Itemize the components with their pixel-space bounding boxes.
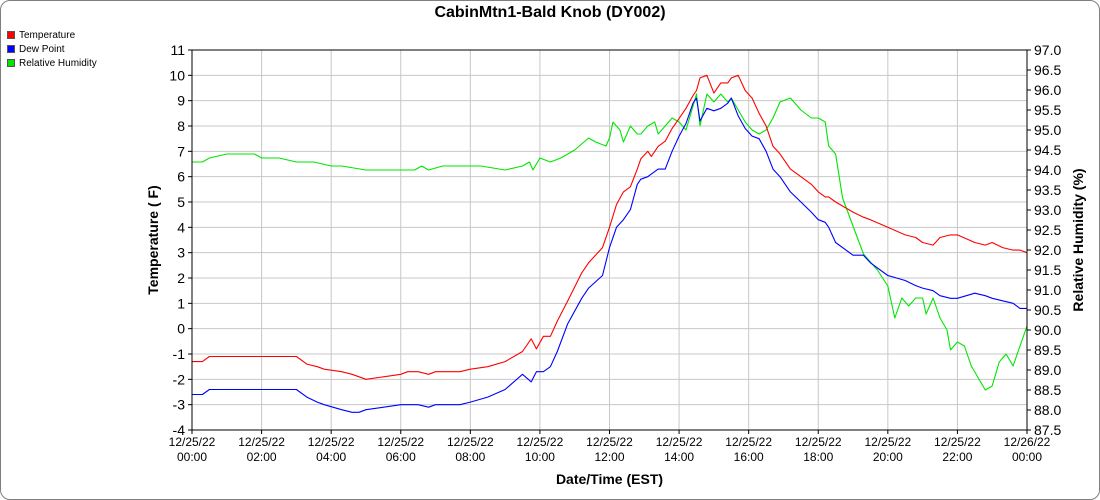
left-tick-label: 7 [177,143,185,159]
x-tick-date: 12/25/22 [795,435,842,449]
chart-grid [191,49,1028,431]
x-tick-time: 18:00 [803,450,833,464]
x-tick-time: 04:00 [316,450,346,464]
right-tick-label: 92.5 [1034,222,1061,238]
x-tick-date: 12/25/22 [656,435,703,449]
x-tick-time: 00:00 [1012,450,1042,464]
left-tick-label: 4 [177,219,185,235]
left-tick-label: 11 [170,42,185,58]
x-axis-label: Date/Time (EST) [556,471,663,487]
x-tick-date: 12/25/22 [447,435,494,449]
x-tick-time: 12:00 [594,450,624,464]
right-tick-label: 96.0 [1034,82,1061,98]
x-tick-date: 12/26/22 [1004,435,1051,449]
x-tick-date: 12/25/22 [586,435,633,449]
right-tick-label: 96.5 [1034,62,1061,78]
right-tick-label: 95.5 [1034,102,1061,118]
x-tick-date: 12/25/22 [308,435,355,449]
legend-swatch-relative-humidity [7,59,15,67]
left-tick-label: 2 [177,270,185,286]
right-tick-label: 87.5 [1034,422,1061,438]
left-tick-label: -2 [173,371,186,387]
right-tick-label: 97.0 [1034,42,1061,58]
right-tick-label: 93.5 [1034,182,1061,198]
right-axis: 97.0 96.5 96.0 95.5 95.0 94.5 94.0 93.5 93.0 92.5… [1027,42,1061,438]
series-line-temperature [192,74,1028,380]
chart-title: CabinMtn1-Bald Knob (DY002) [434,4,666,21]
right-tick-label: 93.0 [1034,202,1061,218]
x-tick-time: 22:00 [942,450,972,464]
chart-series-layer [192,74,1028,413]
x-tick-date: 12/25/22 [725,435,772,449]
right-tick-label: 89.5 [1034,342,1061,358]
x-tick-time: 16:00 [734,450,764,464]
right-tick-label: 94.5 [1034,142,1061,158]
left-tick-label: 0 [177,321,185,337]
x-tick-date: 12/25/22 [377,435,424,449]
series-line-dew-point [192,97,1027,413]
legend-swatch-dew-point [7,45,15,53]
x-tick-date: 12/25/22 [169,435,216,449]
left-tick-label: -3 [173,397,186,413]
left-tick-label: 3 [177,245,185,261]
x-tick-time: 08:00 [455,450,485,464]
x-tick-time: 06:00 [386,450,416,464]
left-tick-label: 8 [177,118,185,134]
legend-item-relative-humidity: Relative Humidity [7,56,97,70]
left-tick-label: 9 [177,93,185,109]
legend-label-temperature: Temperature [19,29,76,41]
right-tick-label: 91.0 [1034,282,1061,298]
x-axis: 12/25/2200:0012/25/2202:0012/25/2204:001… [169,430,1051,464]
x-tick-time: 20:00 [873,450,903,464]
right-tick-label: 90.5 [1034,302,1061,318]
legend-swatch-temperature [7,31,15,39]
series-line-relative-humidity [192,93,1028,391]
x-tick-time: 10:00 [525,450,555,464]
right-tick-label: 91.5 [1034,262,1061,278]
left-axis-label: Temperature ( F) [145,185,161,294]
right-tick-label: 95.0 [1034,122,1061,138]
right-tick-label: 88.0 [1034,402,1061,418]
left-tick-label: 5 [177,194,185,210]
legend-item-dew-point: Dew Point [7,42,97,56]
x-tick-date: 12/25/22 [238,435,285,449]
x-tick-date: 12/25/22 [934,435,981,449]
legend-label-relative-humidity: Relative Humidity [19,57,97,69]
legend-label-dew-point: Dew Point [19,43,65,55]
x-tick-time: 00:00 [177,450,207,464]
left-tick-label: 6 [177,169,185,185]
left-tick-label: 10 [169,67,185,83]
x-tick-time: 14:00 [664,450,694,464]
right-tick-label: 90.0 [1034,322,1061,338]
x-tick-date: 12/25/22 [864,435,911,449]
legend-item-temperature: Temperature [7,28,97,42]
left-tick-label: -4 [173,422,186,438]
left-tick-label: -1 [173,346,186,362]
left-tick-label: 1 [177,295,185,311]
x-tick-date: 12/25/22 [517,435,564,449]
right-tick-label: 92.0 [1034,242,1061,258]
right-axis-label: Relative Humidity (%) [1070,168,1086,311]
right-tick-label: 88.5 [1034,382,1061,398]
right-tick-label: 94.0 [1034,162,1061,178]
right-tick-label: 89.0 [1034,362,1061,378]
x-tick-time: 02:00 [247,450,277,464]
chart-legend: Temperature Dew Point Relative Humidity [7,28,97,70]
